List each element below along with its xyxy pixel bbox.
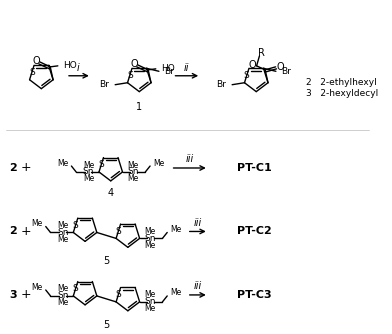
Text: Me: Me xyxy=(145,241,156,250)
Text: ii: ii xyxy=(184,63,190,73)
Text: S: S xyxy=(29,68,34,77)
Text: S: S xyxy=(244,71,250,80)
Text: S: S xyxy=(98,160,104,169)
Text: PT-C3: PT-C3 xyxy=(237,290,272,300)
Text: Me: Me xyxy=(127,161,139,170)
Text: Me: Me xyxy=(145,291,156,300)
Text: Me: Me xyxy=(145,304,156,313)
Text: Me: Me xyxy=(153,159,164,168)
Text: S: S xyxy=(73,284,78,293)
Text: 3: 3 xyxy=(9,290,16,300)
Text: R: R xyxy=(258,48,265,58)
Text: Me: Me xyxy=(57,221,69,230)
Text: iii: iii xyxy=(193,281,201,291)
Text: Me: Me xyxy=(83,161,94,170)
Text: Me: Me xyxy=(57,285,69,294)
Text: S: S xyxy=(73,221,78,230)
Text: 5: 5 xyxy=(103,320,110,330)
Text: Me: Me xyxy=(57,159,69,168)
Text: HO: HO xyxy=(64,61,77,70)
Text: Sn: Sn xyxy=(127,167,139,176)
Text: Me: Me xyxy=(32,283,43,292)
Text: Me: Me xyxy=(127,174,139,183)
Text: 4: 4 xyxy=(108,188,114,198)
Text: O: O xyxy=(130,59,138,69)
Text: iii: iii xyxy=(193,217,201,227)
Text: Me: Me xyxy=(57,235,69,244)
Text: Me: Me xyxy=(83,174,94,183)
Text: Sn: Sn xyxy=(144,297,156,306)
Text: O: O xyxy=(249,60,257,70)
Text: S: S xyxy=(116,227,121,236)
Text: iii: iii xyxy=(185,154,194,164)
Text: Me: Me xyxy=(32,219,43,228)
Text: S: S xyxy=(116,290,121,299)
Text: PT-C1: PT-C1 xyxy=(237,163,272,173)
Text: Br: Br xyxy=(216,80,227,89)
Text: Sn: Sn xyxy=(144,234,156,243)
Text: Sn: Sn xyxy=(57,292,69,301)
Text: Br: Br xyxy=(165,67,174,76)
Text: Me: Me xyxy=(170,225,181,234)
Text: 3   2-hexyldecyl: 3 2-hexyldecyl xyxy=(306,89,378,98)
Text: PT-C2: PT-C2 xyxy=(237,226,272,236)
Text: Br: Br xyxy=(100,80,109,89)
Text: +: + xyxy=(21,162,31,174)
Text: O: O xyxy=(32,56,40,66)
Text: O: O xyxy=(276,62,284,72)
Text: Me: Me xyxy=(170,289,181,298)
Text: +: + xyxy=(21,289,31,301)
Text: +: + xyxy=(21,225,31,238)
Text: 5: 5 xyxy=(103,256,110,266)
Text: 1: 1 xyxy=(136,102,142,112)
Text: Me: Me xyxy=(57,298,69,307)
Text: i: i xyxy=(77,63,80,73)
Text: 2: 2 xyxy=(9,163,17,173)
Text: HO: HO xyxy=(162,64,175,73)
Text: Sn: Sn xyxy=(83,167,94,176)
Text: Sn: Sn xyxy=(57,228,69,237)
Text: 2   2-ethylhexyl: 2 2-ethylhexyl xyxy=(306,78,376,87)
Text: Me: Me xyxy=(145,227,156,236)
Text: S: S xyxy=(127,71,132,80)
Text: Br: Br xyxy=(281,67,292,76)
Text: 2: 2 xyxy=(9,226,17,236)
